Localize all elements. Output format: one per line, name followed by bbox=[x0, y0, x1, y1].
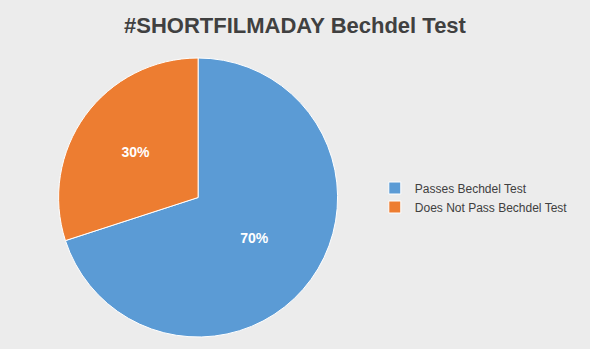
svg-text:30%: 30% bbox=[121, 144, 150, 160]
svg-text:#SHORTFILMADAY Bechdel Test: #SHORTFILMADAY Bechdel Test bbox=[124, 13, 467, 38]
svg-text:70%: 70% bbox=[240, 230, 269, 246]
svg-text:Does Not Pass Bechdel Test: Does Not Pass Bechdel Test bbox=[415, 201, 568, 215]
svg-text:Passes Bechdel Test: Passes Bechdel Test bbox=[415, 182, 527, 196]
